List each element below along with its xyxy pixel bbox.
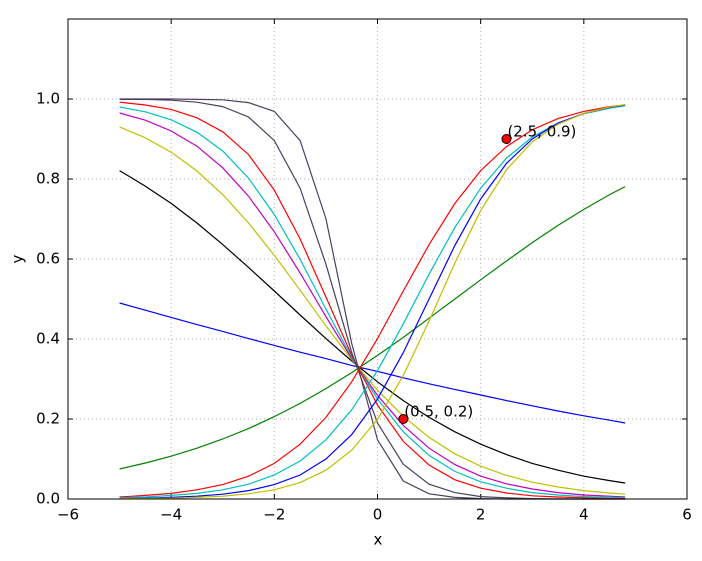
line bbox=[119, 104, 626, 498]
x-tick-label: 2 bbox=[476, 506, 486, 524]
y-tick-label: 0.6 bbox=[36, 250, 60, 268]
x-tick-label: 4 bbox=[579, 506, 589, 524]
line bbox=[119, 112, 626, 498]
line bbox=[119, 104, 626, 500]
y-tick-label: 0.8 bbox=[36, 170, 60, 188]
y-tick-label: 1.0 bbox=[36, 90, 60, 108]
x-axis-label: x bbox=[374, 531, 383, 549]
x-tick-label: −6 bbox=[57, 506, 79, 524]
x-tick-label: 0 bbox=[373, 506, 383, 524]
x-tick-label: −4 bbox=[160, 506, 182, 524]
line bbox=[119, 186, 626, 470]
y-tick-label: 0.4 bbox=[36, 330, 60, 348]
y-tick-label: 0.0 bbox=[36, 490, 60, 508]
y-axis-label: y bbox=[9, 254, 27, 263]
y-tick-label: 0.2 bbox=[36, 410, 60, 428]
line bbox=[119, 126, 626, 495]
annotation: (0.5, 0.2) bbox=[404, 403, 473, 421]
line bbox=[119, 170, 626, 484]
x-tick-label: −2 bbox=[263, 506, 285, 524]
line bbox=[119, 104, 626, 500]
line bbox=[119, 101, 626, 500]
point bbox=[398, 414, 409, 424]
x-tick-label: 6 bbox=[682, 506, 692, 524]
annotation: (2.5, 0.9) bbox=[507, 123, 576, 141]
point bbox=[501, 134, 512, 144]
plot-frame bbox=[67, 18, 688, 500]
